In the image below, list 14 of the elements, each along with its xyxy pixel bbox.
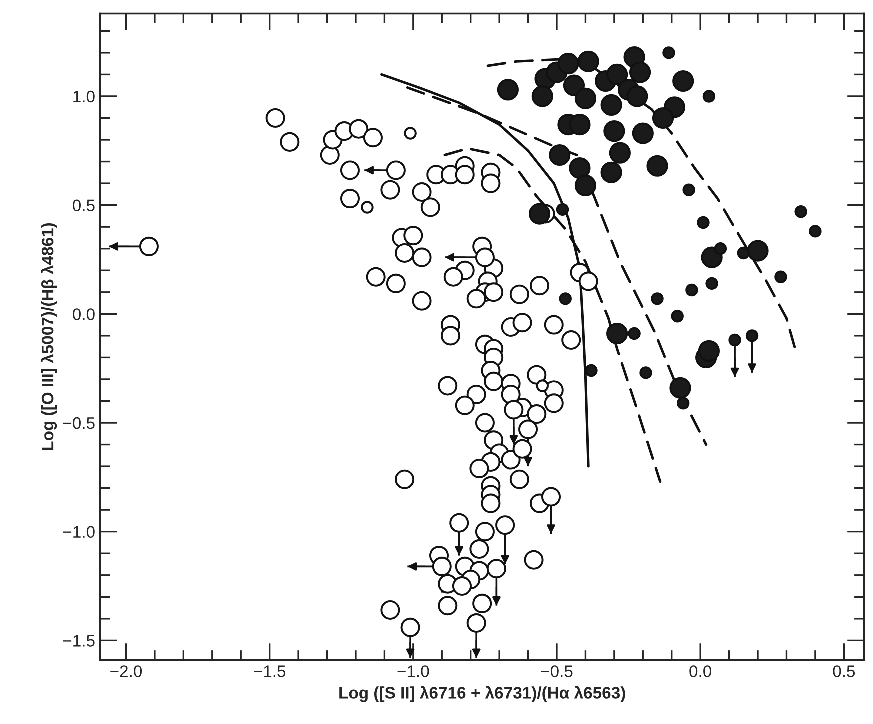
y-axis-title: Log ([O III] λ5007)/(Hβ λ4861) — [41, 223, 58, 450]
y-tick-label: −0.5 — [63, 417, 95, 430]
y-tick-label: −1.5 — [63, 635, 95, 647]
y-tick-label: −1.0 — [63, 526, 95, 538]
x-tick-label: 0.5 — [833, 666, 856, 678]
y-tick-label: 0.5 — [73, 200, 95, 212]
y-tick-label: 0.0 — [73, 308, 95, 320]
x-tick-label: −1.0 — [398, 666, 430, 678]
x-tick-label: 0.0 — [690, 666, 712, 678]
x-tick-label: −0.5 — [541, 666, 573, 678]
x-tick-label: −2.0 — [110, 666, 142, 678]
x-axis-title: Log ([S II] λ6716 + λ6731)/(Hα λ6563) — [340, 686, 626, 702]
x-tick-label: −1.5 — [254, 666, 286, 678]
y-tick-label: 1.0 — [74, 90, 95, 103]
